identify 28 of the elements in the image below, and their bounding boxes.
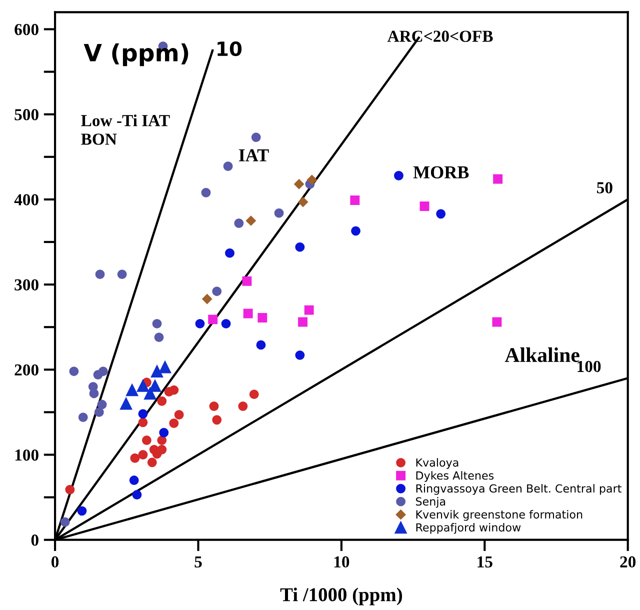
y-tick-label: 500 (14, 109, 38, 120)
annotation: Low -Ti IAT BON (81, 114, 170, 145)
x-axis-title: Ti /1000 (ppm) (280, 588, 402, 606)
annotation: 100 (578, 360, 601, 372)
y-tick-label: 100 (15, 449, 38, 461)
x-tick-label: 0 (52, 556, 59, 568)
annotation: 50 (597, 182, 612, 194)
legend-label: Kvenvik greenstone formation (416, 510, 582, 521)
x-tick-label: 15 (478, 556, 492, 568)
annotation: Alkaline (504, 347, 580, 362)
legend-label: Dykes Altenes (416, 471, 494, 482)
annotation: 10 (218, 41, 242, 56)
y-tick-label: 600 (14, 24, 38, 36)
y-tick-label: 400 (14, 194, 38, 206)
x-tick-label: 5 (194, 556, 202, 568)
legend-label: Reppafjord window (416, 522, 521, 534)
annotation: ARC<20<OFB (387, 30, 493, 42)
y-tick-label: 300 (14, 279, 38, 290)
legend-label: Senja (416, 497, 446, 508)
x-tick-label: 20 (620, 556, 636, 568)
legend-label: Kvaloya (416, 458, 458, 469)
x-tick-label: 10 (334, 556, 350, 568)
annotation: V (ppm) (84, 43, 188, 66)
annotation: IAT (238, 149, 269, 162)
legend-label: Ringvassoya Green Belt. Central part (416, 484, 622, 495)
annotation: MORB (413, 166, 469, 178)
y-tick-label: 0 (31, 534, 38, 546)
y-tick-label: 200 (14, 364, 38, 376)
